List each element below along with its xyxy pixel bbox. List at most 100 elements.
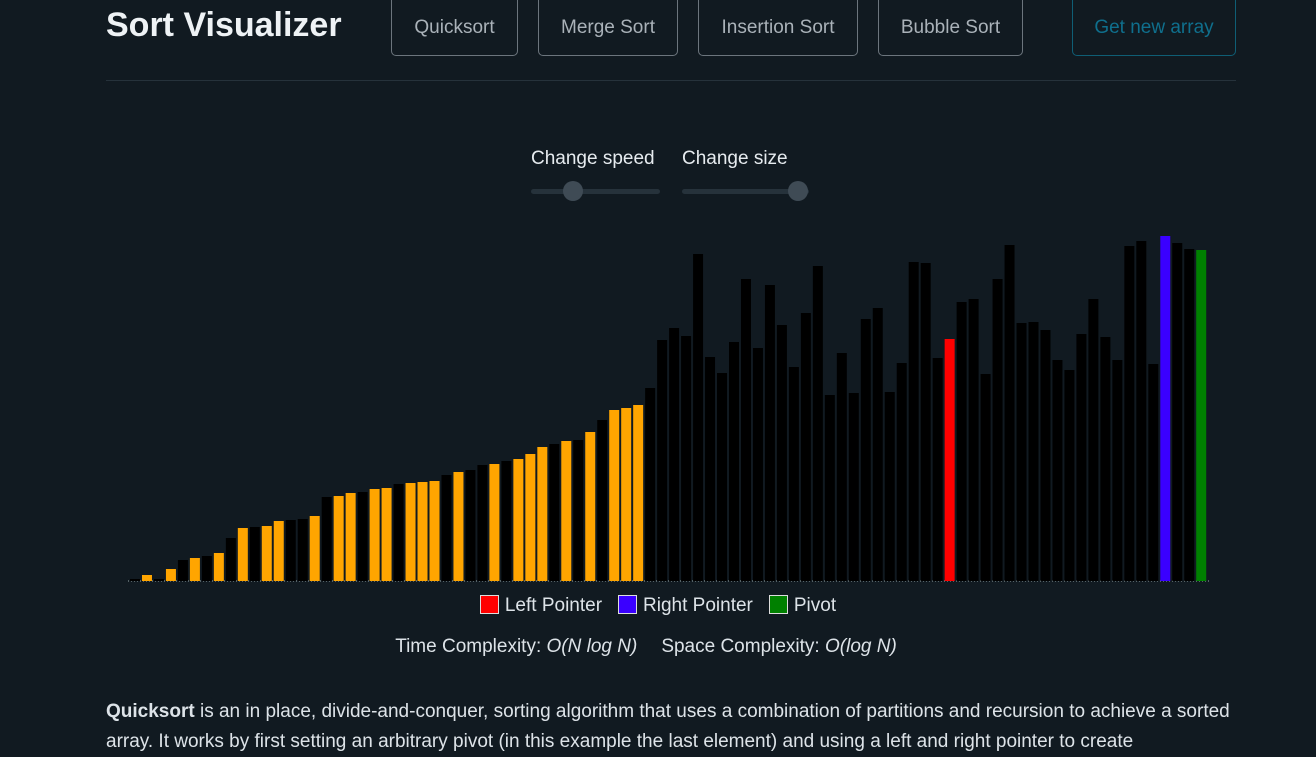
bar	[812, 266, 823, 581]
bar	[729, 342, 739, 581]
bar	[453, 472, 464, 581]
bar	[800, 313, 811, 581]
space-label: Space Complexity:	[661, 636, 820, 657]
bar	[393, 484, 404, 581]
description-text: is an in place, divide-and-conquer, sort…	[106, 701, 1230, 752]
bar	[501, 461, 512, 581]
bar	[621, 408, 632, 581]
bar	[513, 459, 524, 581]
speed-label: Change speed	[531, 148, 655, 169]
legend-item: Left Pointer	[479, 595, 603, 617]
speed-thumb[interactable]	[563, 181, 583, 201]
legend-item: Pivot	[768, 595, 836, 617]
bar	[609, 410, 620, 581]
bar	[884, 392, 895, 581]
bar	[1040, 330, 1051, 581]
bar	[321, 497, 332, 581]
bar	[261, 526, 272, 581]
bar	[1184, 249, 1195, 581]
time-value: O(N log N)	[546, 636, 638, 657]
bar	[1160, 236, 1171, 581]
bar	[130, 579, 140, 581]
bar	[465, 470, 476, 581]
bar	[872, 308, 883, 581]
bar	[201, 556, 212, 581]
bar	[189, 558, 200, 581]
bar	[141, 575, 152, 581]
bar	[1136, 241, 1147, 581]
bars-chart	[128, 236, 1210, 582]
bar	[645, 388, 656, 581]
bar	[824, 395, 835, 581]
size-thumb[interactable]	[788, 181, 808, 201]
divider	[106, 80, 1236, 81]
bar	[573, 440, 584, 581]
bar	[405, 483, 416, 581]
bar	[896, 363, 907, 581]
title: Sort Visualizer	[106, 6, 342, 44]
bar	[417, 482, 428, 581]
size-label: Change size	[682, 148, 788, 169]
bar	[1112, 360, 1123, 581]
sort-button[interactable]: Bubble Sort	[878, 0, 1023, 56]
size-slider[interactable]	[682, 189, 809, 194]
legend-label: Left Pointer	[504, 595, 603, 616]
bar	[693, 254, 704, 581]
description: Quicksort is an in place, divide-and-con…	[106, 697, 1236, 757]
bar	[177, 560, 188, 581]
complexity: Time Complexity: O(N log N) Space Complex…	[0, 636, 1316, 658]
bar	[1028, 322, 1039, 581]
bar	[860, 319, 871, 581]
legend-swatch	[618, 595, 638, 614]
bar	[932, 358, 943, 581]
bar	[165, 569, 176, 581]
bar	[944, 339, 955, 581]
sort-button[interactable]: Merge Sort	[538, 0, 678, 56]
bar	[345, 493, 356, 581]
bar	[740, 279, 751, 581]
bar	[429, 481, 440, 581]
bar	[381, 488, 392, 581]
bar	[1052, 360, 1063, 581]
speed-slider[interactable]	[531, 189, 660, 194]
bar	[225, 538, 236, 581]
sort-button[interactable]: Quicksort	[391, 0, 518, 56]
bar	[525, 454, 536, 581]
bar	[669, 328, 680, 581]
bar	[776, 325, 787, 581]
term: Quicksort	[106, 701, 195, 722]
bar	[1076, 334, 1087, 581]
bar	[333, 496, 344, 581]
bar	[1088, 299, 1099, 581]
legend-label: Right Pointer	[643, 595, 753, 616]
bar	[848, 393, 859, 581]
bar	[764, 285, 775, 581]
bar	[1172, 243, 1183, 581]
bar	[705, 357, 716, 581]
bar	[249, 527, 260, 581]
legend-item: Right Pointer	[618, 595, 753, 617]
bar	[836, 353, 847, 581]
bar	[1124, 246, 1135, 581]
bar	[956, 302, 967, 581]
bar	[273, 521, 284, 581]
new-array-button[interactable]: Get new array	[1072, 0, 1236, 56]
bar	[549, 444, 560, 581]
bar	[441, 475, 452, 581]
bar	[537, 447, 548, 581]
bar	[357, 492, 368, 581]
bar	[908, 262, 919, 581]
bar	[657, 340, 668, 581]
bar	[920, 263, 931, 581]
sort-button[interactable]: Insertion Sort	[698, 0, 858, 56]
legend: Left Pointer Right Pointer Pivot	[0, 595, 1316, 617]
bar	[297, 519, 308, 581]
bar	[285, 520, 296, 581]
legend-swatch	[479, 595, 499, 614]
bar	[597, 420, 608, 581]
bar	[309, 516, 320, 581]
bar	[788, 367, 799, 581]
bar	[1100, 337, 1111, 581]
bar	[1016, 323, 1027, 581]
